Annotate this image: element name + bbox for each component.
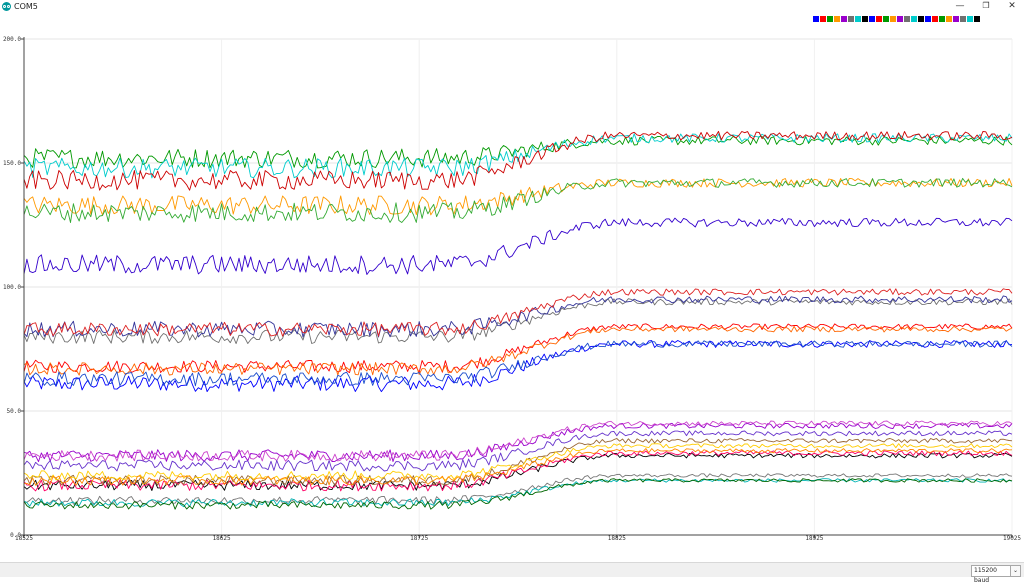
legend-swatch — [939, 16, 945, 22]
series-line-4 — [23, 177, 1013, 216]
x-tick-label: 18825 — [608, 535, 626, 542]
serial-plot: 0.0 50.0 100.0 150.0 200.0 18525 18625 18725 188… — [3, 36, 1021, 542]
legend-swatch — [834, 16, 840, 22]
y-tick-label: 200.0 — [3, 36, 21, 43]
legend-swatch — [953, 16, 959, 22]
legend-swatch — [848, 16, 854, 22]
series-line-2 — [23, 323, 1013, 374]
legend-swatch — [890, 16, 896, 22]
series-line-23 — [23, 478, 1013, 510]
series-line-6 — [23, 298, 1013, 345]
y-tick-label: 0.0 — [10, 532, 21, 539]
y-tick-label: 50.0 — [7, 408, 22, 415]
legend-swatch — [904, 16, 910, 22]
legend-swatch — [876, 16, 882, 22]
series-line-18 — [23, 430, 1013, 472]
legend-swatch — [960, 16, 966, 22]
series-line-17 — [23, 420, 1013, 462]
legend-swatch — [820, 16, 826, 22]
y-tick-label: 100.0 — [3, 284, 21, 291]
legend-swatch — [974, 16, 980, 22]
baud-rate-select[interactable]: 115200 baud — [971, 565, 1013, 584]
series-line-11 — [23, 130, 1013, 191]
legend-swatch — [883, 16, 889, 22]
plot-legend — [813, 16, 980, 24]
arduino-icon — [2, 2, 11, 11]
chevron-down-icon[interactable]: ⌄ — [1010, 565, 1021, 577]
series-line-13 — [23, 295, 1013, 338]
series-line-14 — [23, 288, 1013, 337]
legend-swatch — [897, 16, 903, 22]
series-line-16 — [23, 340, 1013, 387]
x-tick-label: 18725 — [410, 535, 428, 542]
legend-swatch — [911, 16, 917, 22]
series-line-15 — [23, 325, 1013, 376]
x-tick-label: 18525 — [15, 535, 33, 542]
series-line-21 — [24, 473, 1013, 505]
x-tick-label: 18925 — [805, 535, 823, 542]
legend-swatch — [918, 16, 924, 22]
x-tick-label: 18625 — [213, 535, 231, 542]
legend-swatch — [827, 16, 833, 22]
window-title: COM5 — [14, 2, 38, 11]
maximize-button[interactable]: ❐ — [982, 1, 990, 10]
title-bar: COM5 — ❐ ✕ — [0, 0, 1024, 13]
close-button[interactable]: ✕ — [1008, 1, 1016, 11]
legend-swatch — [925, 16, 931, 22]
x-tick-label: 19025 — [1003, 535, 1021, 542]
minimize-button[interactable]: — — [955, 1, 965, 11]
status-bar: 115200 baud ⌄ — [0, 562, 1024, 584]
series-line-19 — [23, 438, 1013, 486]
y-tick-label: 150.0 — [3, 160, 21, 167]
series-line-9 — [23, 450, 1013, 492]
series-line-7 — [23, 133, 1013, 179]
series-line-12 — [23, 177, 1013, 223]
legend-swatch — [841, 16, 847, 22]
series-line-24 — [23, 448, 1013, 486]
legend-swatch — [869, 16, 875, 22]
series-line-10 — [23, 217, 1013, 275]
series-line-8 — [23, 452, 1013, 491]
legend-swatch — [813, 16, 819, 22]
legend-swatch — [967, 16, 973, 22]
series-line-5 — [23, 422, 1013, 463]
series-line-1 — [23, 340, 1013, 393]
legend-swatch — [855, 16, 861, 22]
legend-swatch — [946, 16, 952, 22]
legend-swatch — [862, 16, 868, 22]
legend-swatch — [932, 16, 938, 22]
